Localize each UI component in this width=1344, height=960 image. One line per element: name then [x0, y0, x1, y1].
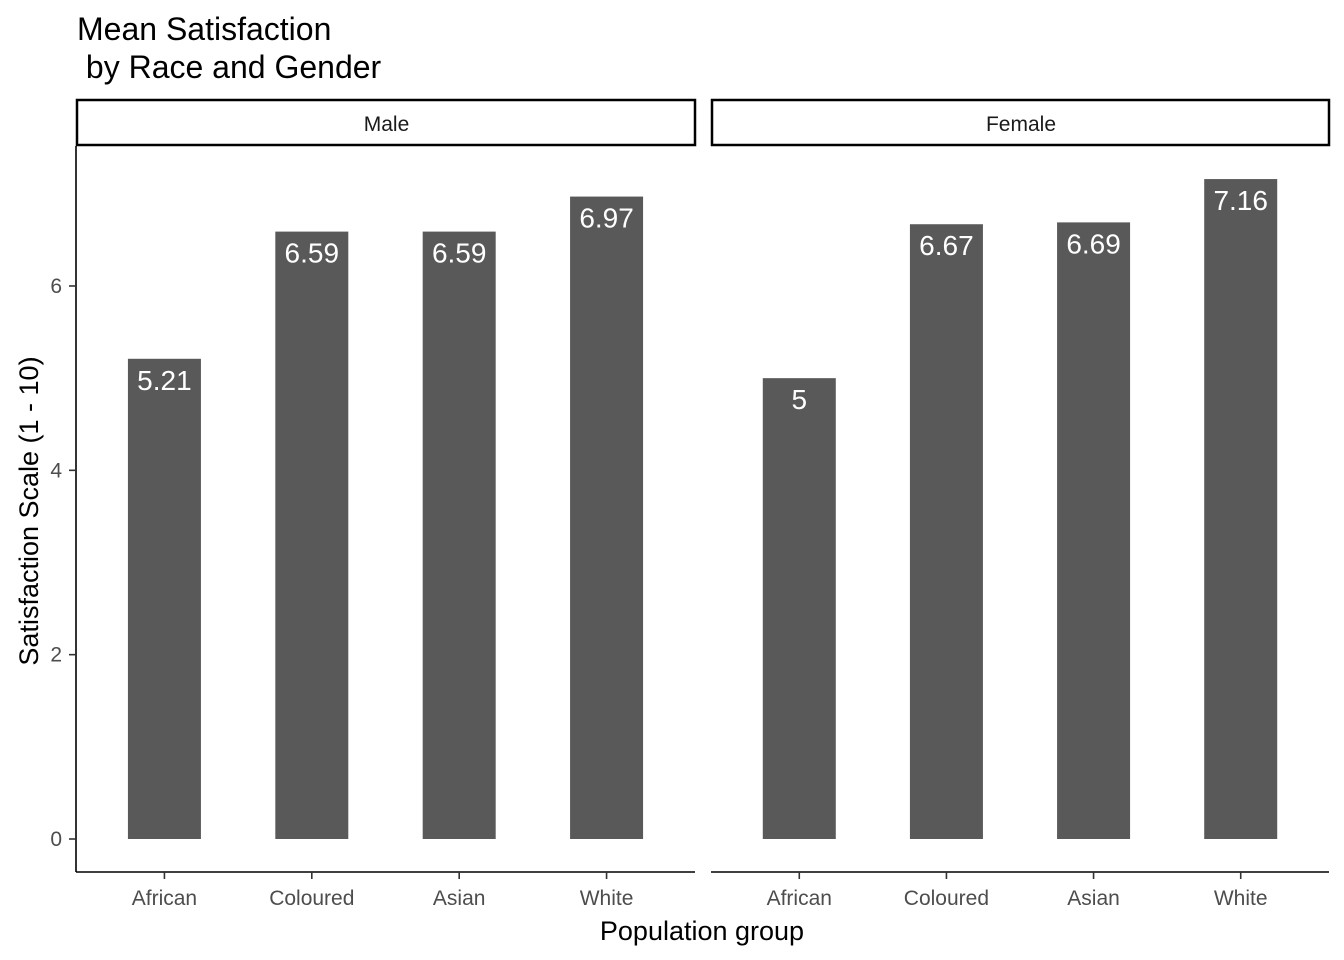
chart-title-line-2: by Race and Gender	[77, 49, 382, 85]
bar-value-label: 6.59	[432, 238, 487, 269]
x-tick-label: Asian	[1067, 887, 1120, 910]
x-tick-label: White	[1214, 887, 1268, 910]
bar-female-coloured	[909, 224, 983, 840]
bar-value-label: 6.69	[1066, 228, 1121, 259]
bar-female-african	[762, 378, 836, 839]
chart-title: Mean Satisfaction by Race and Gender	[77, 11, 382, 85]
y-tick-label: 2	[50, 644, 62, 667]
x-tick-label: African	[767, 887, 832, 910]
chart-title-line-1: Mean Satisfaction	[77, 11, 331, 47]
bar-value-label: 6.59	[285, 238, 340, 269]
y-axis-title: Satisfaction Scale (1 - 10)	[14, 356, 44, 665]
facet-panel-female: Female 5 African 6.67 Coloured 6.69 Asian 7.16 W…	[710, 98, 1331, 910]
x-tick-label: African	[132, 887, 197, 910]
x-tick-label: Coloured	[269, 887, 354, 910]
bar-value-label: 5.21	[137, 365, 192, 396]
facet-strip-label: Male	[364, 113, 410, 136]
x-axis-title: Population group	[600, 916, 804, 946]
bar-female-white	[1204, 179, 1278, 839]
x-tick-label: White	[580, 887, 634, 910]
bar-male-asian	[422, 231, 496, 839]
facet-strip-label: Female	[986, 113, 1056, 136]
bar-value-label: 6.97	[579, 203, 634, 234]
bar-male-coloured	[275, 231, 349, 839]
bar-male-african	[127, 358, 201, 839]
x-tick-label: Coloured	[904, 887, 989, 910]
facet-panels: Male 5.21 African 6.59 Coloured 6.59 Asian 6.97…	[75, 98, 1331, 910]
facet-strip	[710, 98, 1331, 147]
bar-female-asian	[1057, 222, 1131, 840]
bar-male-white	[570, 196, 644, 840]
y-tick-label: 0	[50, 828, 62, 851]
y-tick-label: 6	[50, 275, 62, 298]
bar-value-label: 5	[791, 384, 807, 415]
bar-value-label: 6.67	[919, 230, 974, 261]
y-axis: 0 2 4 6	[50, 146, 77, 872]
bar-value-label: 7.16	[1213, 185, 1268, 216]
facet-strip	[75, 98, 697, 147]
x-tick-label: Asian	[433, 887, 486, 910]
y-tick-label: 4	[50, 459, 62, 482]
facet-panel-male: Male 5.21 African 6.59 Coloured 6.59 Asian 6.97…	[75, 98, 697, 910]
